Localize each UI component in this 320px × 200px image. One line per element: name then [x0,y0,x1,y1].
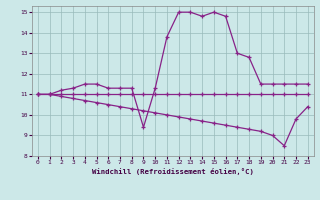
X-axis label: Windchill (Refroidissement éolien,°C): Windchill (Refroidissement éolien,°C) [92,168,254,175]
